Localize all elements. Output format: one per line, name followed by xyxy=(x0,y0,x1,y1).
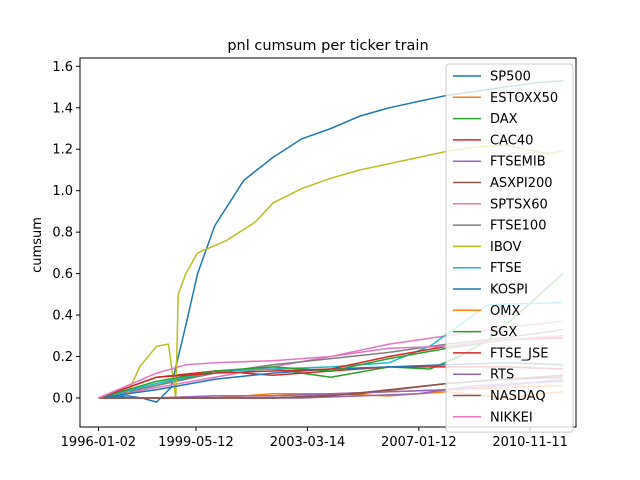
legend-label: SPTSX60 xyxy=(490,197,548,212)
legend-label: IBOV xyxy=(490,240,522,255)
x-tick-label: 2007-01-12 xyxy=(381,435,457,450)
x-tick-label: 1999-05-12 xyxy=(158,435,234,450)
legend-label: SGX xyxy=(490,325,517,340)
y-tick-label: 1.4 xyxy=(52,101,73,116)
y-tick-label: 0.0 xyxy=(52,391,73,406)
y-tick-label: 0.8 xyxy=(52,226,73,241)
x-tick-label: 1996-01-02 xyxy=(61,435,137,450)
legend-label: ESTOXX50 xyxy=(490,91,558,106)
legend-label: NASDAQ xyxy=(490,389,546,404)
y-tick-label: 0.6 xyxy=(52,267,73,282)
legend-label: DAX xyxy=(490,112,518,127)
y-tick-label: 1.0 xyxy=(52,184,73,199)
legend-label: FTSE_JSE xyxy=(490,346,548,361)
legend-label: CAC40 xyxy=(490,133,533,148)
legend-label: OMX xyxy=(490,304,520,319)
legend-label: NIKKEI xyxy=(490,410,533,425)
axis-ticks: 0.0 0.2 0.4 0.6 0.8 1.0 1.2 1.4 1.6 1996-01-02 199… xyxy=(52,60,568,450)
legend-box xyxy=(445,63,574,433)
chart-title: pnl cumsum per ticker train xyxy=(227,38,428,54)
legend-label: FTSE100 xyxy=(490,219,546,234)
legend: SP500 ESTOXX50 DAX CAC40 FTSEMIB ASXPI200 SPTS… xyxy=(445,63,574,433)
legend-label: FTSE xyxy=(490,261,522,276)
legend-label: KOSPI xyxy=(490,283,528,298)
x-tick-label: 2003-03-14 xyxy=(270,435,346,450)
legend-label: SP500 xyxy=(490,70,531,85)
y-axis-label: cumsum xyxy=(30,217,45,273)
legend-label: ASXPI200 xyxy=(490,176,553,191)
y-tick-label: 0.2 xyxy=(52,350,73,365)
y-tick-label: 1.6 xyxy=(52,60,73,75)
y-tick-label: 1.2 xyxy=(52,143,73,158)
x-tick-label: 2010-11-11 xyxy=(492,435,568,450)
legend-label: RTS xyxy=(490,368,514,383)
y-tick-label: 0.4 xyxy=(52,309,73,324)
axes-frame xyxy=(79,57,577,428)
legend-label: FTSEMIB xyxy=(490,155,546,170)
